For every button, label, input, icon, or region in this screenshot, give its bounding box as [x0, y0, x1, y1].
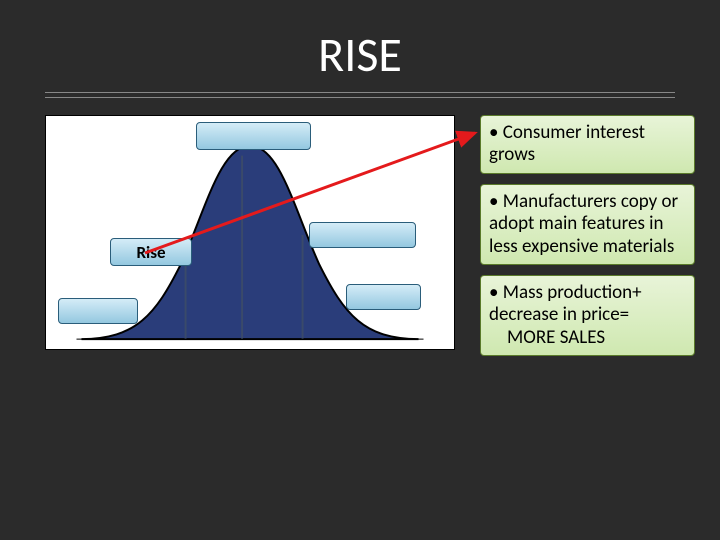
divider-line-bottom	[45, 97, 675, 98]
slide: RISE Rise • Consumer interest grows • Ma…	[0, 0, 720, 540]
label-box-right-upper	[309, 222, 416, 248]
label-box-rise: Rise	[110, 238, 192, 266]
slide-title: RISE	[0, 25, 720, 84]
label-box-right-lower	[346, 284, 421, 310]
callout-3-line-2: MORE SALES	[489, 327, 686, 349]
callout-1-text: • Consumer interest grows	[489, 122, 686, 167]
callout-1: • Consumer interest grows	[480, 115, 695, 174]
callout-3: • Mass production+ decrease in price= MO…	[480, 275, 695, 356]
callout-2: • Manufacturers copy or adopt main featu…	[480, 184, 695, 265]
callout-2-text: • Manufacturers copy or adopt main featu…	[489, 191, 686, 258]
callout-3-line-1: • Mass production+ decrease in price=	[489, 282, 686, 327]
label-box-bottom-left	[58, 298, 138, 324]
label-box-peak	[196, 122, 311, 150]
callout-column: • Consumer interest grows • Manufacturer…	[480, 115, 695, 366]
bell-curve-chart: Rise	[45, 115, 455, 350]
divider-line-top	[45, 92, 675, 93]
